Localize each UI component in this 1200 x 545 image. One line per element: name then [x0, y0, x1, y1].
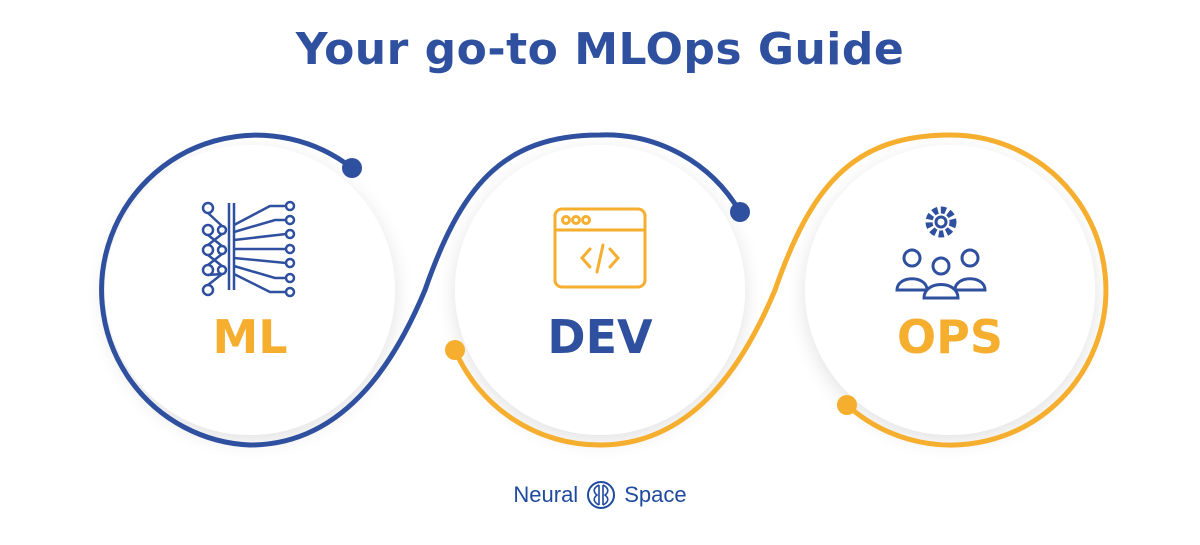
logo-text-left: Neural	[513, 482, 579, 507]
dev-label: DEV	[547, 310, 653, 364]
ml-circle-bg	[105, 145, 395, 435]
orange-dot-start	[445, 340, 465, 360]
ops-label: OPS	[897, 310, 1003, 364]
ml-label: ML	[212, 310, 288, 364]
logo-text-right: Space	[624, 482, 687, 507]
brain-circle-icon	[587, 481, 616, 509]
dev-circle-bg	[455, 145, 745, 435]
team-gear-icon	[895, 206, 987, 300]
blue-dot-end	[730, 202, 750, 222]
neural-space-logo: Neural Space	[0, 480, 1200, 510]
orange-dot-end	[837, 395, 857, 415]
blue-path	[99, 132, 743, 448]
code-window-icon	[553, 207, 647, 289]
orange-path	[452, 132, 1109, 448]
blue-dot-start	[342, 158, 362, 178]
neural-network-icon	[201, 200, 296, 298]
page-title: Your go-to MLOps Guide	[295, 24, 905, 75]
